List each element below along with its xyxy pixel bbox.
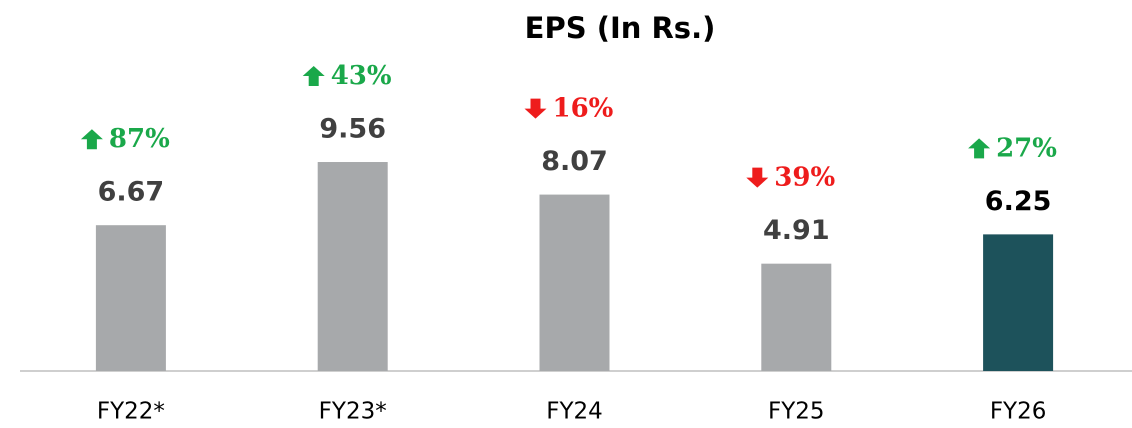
growth-arrow [524, 98, 547, 119]
growth-label: 39% [774, 163, 835, 193]
growth-label: 27% [996, 133, 1057, 163]
value-label: 6.67 [98, 177, 165, 208]
growth-label: 16% [553, 94, 614, 124]
value-label: 6.25 [985, 186, 1052, 217]
growth-arrow [968, 138, 991, 159]
value-label: 9.56 [319, 114, 386, 145]
bar [317, 162, 388, 371]
growth-label: 87% [109, 124, 170, 154]
bar [95, 225, 166, 371]
bar [761, 263, 832, 371]
x-tick-label: FY23* [319, 399, 387, 425]
growth-arrow [302, 66, 325, 87]
growth-arrow [80, 129, 103, 150]
x-tick-label: FY26 [990, 399, 1047, 425]
x-tick-label: FY22* [97, 399, 165, 425]
value-label: 8.07 [541, 146, 608, 177]
bar [539, 194, 610, 371]
x-tick-label: FY25 [768, 399, 825, 425]
chart-title: EPS (In Rs.) [525, 11, 716, 45]
value-label: 4.91 [763, 215, 830, 246]
bar [983, 234, 1054, 371]
x-tick-label: FY24 [546, 399, 603, 425]
growth-label: 43% [331, 61, 392, 91]
growth-arrow [746, 167, 769, 188]
